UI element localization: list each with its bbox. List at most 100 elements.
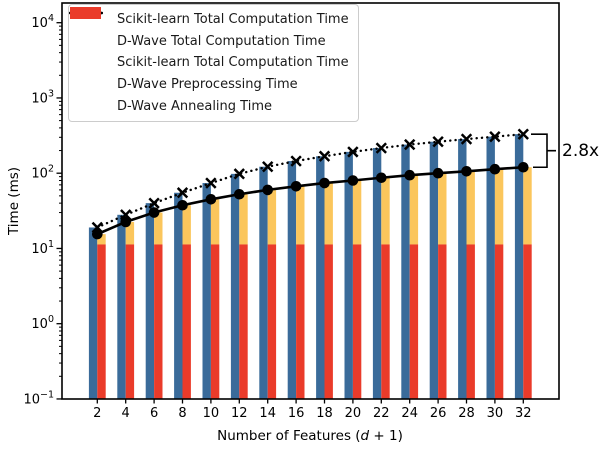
scikit-x-marker — [489, 130, 501, 143]
dwave-circle-marker — [205, 193, 217, 205]
x-tick-label: 10 — [203, 406, 220, 421]
bar-dwave-annealing — [125, 244, 135, 399]
bar-dwave-annealing — [352, 244, 362, 399]
bar-dwave-preprocessing — [409, 175, 419, 245]
legend-label: Scikit-learn Total Computation Time — [117, 12, 349, 28]
x-tick-label: 22 — [373, 406, 390, 421]
legend-label: D-Wave Annealing Time — [117, 98, 272, 114]
bar-dwave-annealing — [210, 244, 220, 399]
y-tick-label: 104 — [31, 13, 54, 31]
y-axis-label: Time (ms) — [6, 166, 22, 236]
bar-scikit-total — [401, 144, 410, 399]
dwave-circle-marker — [518, 161, 529, 173]
scikit-x-marker — [148, 197, 160, 209]
legend-item-scikit-bars: Scikit-learn Total Computation Time — [70, 7, 349, 74]
bar-dwave-annealing — [409, 244, 419, 399]
x-tick-label: 12 — [231, 406, 248, 421]
bar-dwave-preprocessing — [210, 199, 220, 245]
bar-dwave-preprocessing — [296, 186, 305, 245]
bar-dwave-annealing — [267, 244, 277, 399]
bar-dwave-annealing — [154, 244, 163, 399]
legend-label: Scikit-learn Total Computation Time — [117, 55, 349, 71]
bar-scikit-total — [372, 148, 382, 399]
x-axis-label-prefix: Number of Features ( — [217, 428, 361, 444]
dwave-circle-marker — [234, 188, 245, 200]
x-tick-label: 8 — [178, 406, 186, 421]
legend-item-preprocessing: D-Wave Preprocessing Time — [70, 7, 349, 96]
legend-label: D-Wave Total Computation Time — [117, 33, 326, 49]
bar-dwave-annealing — [381, 244, 390, 399]
y-tick-label: 101 — [31, 239, 54, 257]
legend: Scikit-learn Total Computation Time D-Wa… — [68, 4, 359, 122]
plot-border — [61, 2, 560, 400]
bar-dwave-preprocessing — [494, 169, 504, 245]
dwave-circle-marker — [177, 199, 188, 211]
x-tick-label: 32 — [515, 406, 532, 421]
red-bar-swatch-icon — [70, 7, 110, 114]
x-tick-label: 16 — [288, 406, 305, 421]
bar-scikit-total — [458, 139, 467, 399]
scikit-x-marker — [318, 150, 331, 162]
dwave-circle-marker — [262, 184, 274, 196]
scikit-x-marker — [375, 142, 387, 154]
bar-dwave-preprocessing — [239, 194, 248, 245]
x-tick-label: 2 — [93, 406, 101, 421]
x-tick-label: 30 — [487, 406, 504, 421]
scikit-x-marker — [262, 161, 274, 173]
bar-dwave-annealing — [438, 244, 447, 399]
bar-scikit-total — [88, 227, 98, 399]
dwave-circle-marker — [404, 169, 416, 181]
scikit-x-marker — [290, 155, 302, 167]
y-tick-label: 100 — [31, 314, 54, 332]
dwave-circle-marker — [347, 175, 359, 186]
bar-dwave-annealing — [182, 244, 191, 399]
dwave-circle-marker — [92, 228, 103, 240]
y-tick-label: 102 — [31, 164, 54, 182]
dwave-circle-marker — [148, 207, 160, 218]
bar-dwave-annealing — [466, 244, 475, 399]
x-tick-label: 28 — [458, 406, 475, 421]
bar-scikit-total — [344, 151, 353, 399]
dwave-circle-marker — [376, 172, 387, 184]
y-tick-label: 103 — [31, 88, 54, 106]
bar-dwave-annealing — [239, 244, 248, 399]
bar-dwave-annealing — [523, 244, 532, 399]
legend-item-annealing: D-Wave Annealing Time — [70, 7, 349, 117]
x-tick-label: 26 — [430, 406, 447, 421]
speedup-annotation: 2.8x — [562, 141, 600, 161]
bar-scikit-total — [259, 166, 268, 399]
bar-scikit-total — [230, 173, 240, 399]
bar-scikit-total — [174, 192, 183, 399]
scikit-x-marker — [460, 133, 473, 145]
bar-dwave-preprocessing — [523, 167, 532, 245]
bar-dwave-preprocessing — [324, 183, 333, 245]
bar-scikit-total — [429, 141, 439, 399]
bar-scikit-total — [514, 134, 524, 399]
bar-scikit-total — [316, 156, 325, 399]
x-axis-label-variable: d — [360, 428, 370, 444]
dwave-circle-marker — [290, 180, 302, 192]
legend-label: D-Wave Preprocessing Time — [117, 77, 298, 93]
bar-scikit-total — [145, 203, 155, 399]
bar-dwave-preprocessing — [97, 234, 106, 245]
x-axis-label: Number of Features (d + 1) — [217, 428, 403, 444]
solid-circle-line-icon — [70, 7, 110, 49]
y-tick-label: 10−1 — [23, 389, 54, 407]
bar-dwave-preprocessing — [182, 205, 191, 245]
bar-scikit-total — [486, 136, 495, 399]
scikit-x-marker — [176, 187, 189, 199]
bar-dwave-preprocessing — [352, 180, 362, 245]
x-tick-label: 14 — [259, 406, 276, 421]
scikit-x-marker — [233, 168, 245, 180]
x-tick-label: 18 — [316, 406, 333, 421]
dwave-circle-marker — [120, 216, 131, 228]
x-tick-label: 24 — [401, 406, 418, 421]
bar-dwave-annealing — [494, 244, 504, 399]
speedup-bracket — [531, 133, 556, 169]
x-tick-label: 6 — [150, 406, 158, 421]
scikit-x-marker — [347, 146, 359, 158]
bar-dwave-preprocessing — [381, 177, 390, 245]
dwave-line — [96, 165, 524, 236]
